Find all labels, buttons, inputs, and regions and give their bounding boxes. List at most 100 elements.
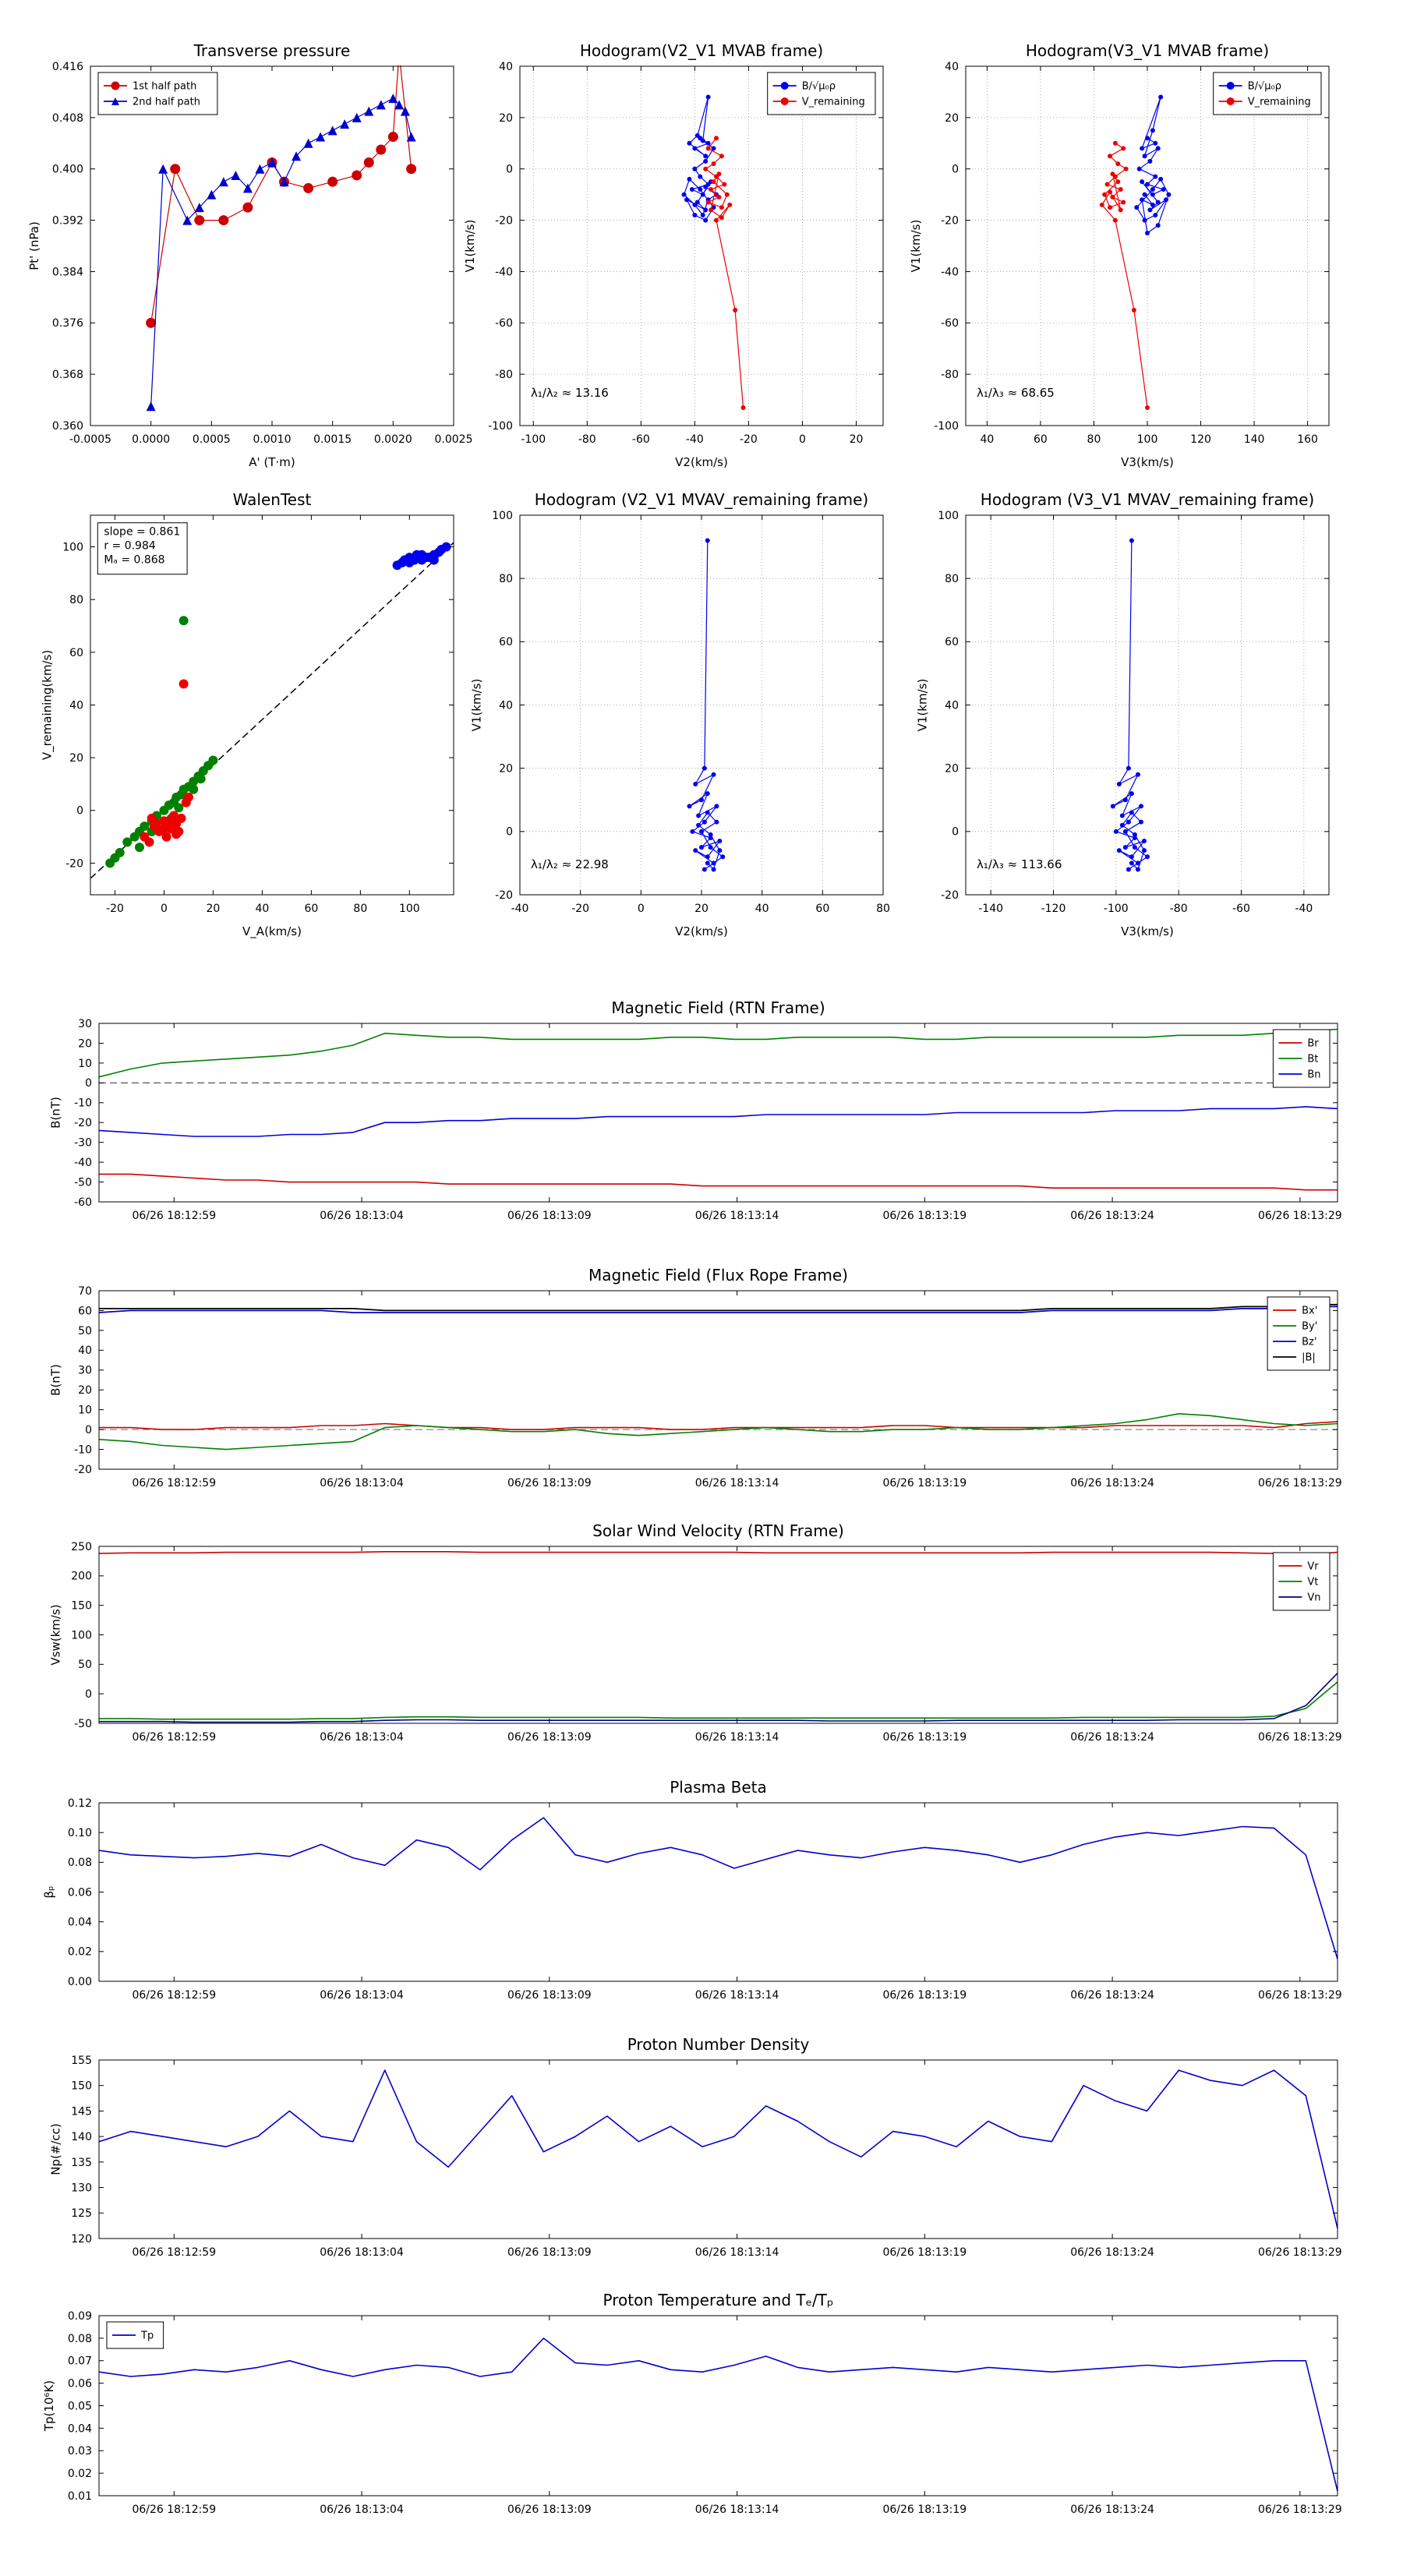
y-tick-label: 0.400	[52, 164, 83, 176]
series-B-sqrt-mu0rho	[1136, 96, 1169, 234]
x-tick-label: 0	[799, 433, 806, 446]
x-tick-label: 06/26 18:13:14	[695, 1989, 779, 2002]
legend: Bx' By' Bz' |B|	[1267, 1296, 1331, 1371]
x-axis-label: V3(km/s)	[1121, 924, 1174, 938]
hodogram-v3v1-mvab: 40 60 80 100 120 140 160 -100 -80 -60 -40 -20 0 20 40 H…	[909, 41, 1330, 469]
y-tick-label: -20	[495, 889, 513, 902]
x-tick-label: -100	[521, 433, 546, 446]
stats-box	[97, 522, 188, 575]
y-tick-label: 0	[85, 1688, 92, 1701]
series-B-path	[688, 540, 723, 871]
y-tick-label: 0.00	[68, 1976, 92, 1988]
x-tick-label: 06/26 18:13:14	[695, 1210, 779, 1222]
x-tick-label: 0.0010	[253, 433, 292, 446]
x-tick-label: 06/26 18:13:29	[1258, 2504, 1342, 2516]
legend: B/√μ₀ρ V_remaining	[1213, 72, 1322, 115]
y-tick-label: 60	[945, 636, 959, 648]
x-axis-label: A' (T·m)	[249, 455, 295, 469]
x-tick-label: 06/26 18:13:24	[1070, 1477, 1154, 1489]
markers-B-path	[1110, 538, 1150, 872]
chart-title: Solar Wind Velocity (RTN Frame)	[592, 1521, 844, 1540]
x-tick-label: 06/26 18:13:19	[882, 2504, 967, 2516]
annotation: λ₁/λ₂ ≈ 22.98	[531, 857, 609, 871]
series-Tp	[98, 2337, 1338, 2492]
x-tick-label: 06/26 18:12:59	[132, 1989, 216, 2002]
markers-B-path	[687, 538, 726, 872]
x-tick-label: 140	[1244, 433, 1265, 446]
y-tick-label: 145	[71, 2105, 92, 2118]
stats-line: Mₐ = 0.868	[104, 554, 164, 567]
x-tick-label: 06/26 18:13:04	[320, 1210, 404, 1222]
markers-red-points	[140, 679, 193, 847]
y-axis-label: V1(km/s)	[915, 679, 929, 732]
x-tick-label: 06/26 18:12:59	[132, 1477, 216, 1489]
x-tick-label: 06/26 18:13:29	[1258, 1989, 1342, 2002]
y-tick-label: 40	[499, 699, 513, 712]
x-tick-label: -80	[578, 433, 596, 446]
chart-title: Hodogram(V2_V1 MVAB frame)	[580, 41, 823, 60]
series-Bx'	[99, 1421, 1338, 1430]
y-tick-label: 0.12	[68, 1797, 92, 1810]
y-axis-label: V1(km/s)	[463, 220, 477, 273]
x-tick-label: 06/26 18:13:19	[882, 1989, 967, 2002]
chart-title: Magnetic Field (RTN Frame)	[611, 998, 825, 1017]
proton-number-density: 06/26 18:12:59 06/26 18:13:04 06/26 18:13:…	[48, 2035, 1341, 2259]
series-Vt	[99, 1681, 1338, 1720]
y-tick-label: 0	[76, 805, 83, 818]
y-tick-label: 125	[71, 2207, 92, 2220]
x-tick-label: 06/26 18:13:09	[507, 1477, 592, 1489]
y-tick-label: -40	[941, 266, 959, 278]
x-tick-label: 0	[638, 903, 645, 915]
y-tick-label: 0.07	[68, 2355, 92, 2368]
legend-label: |B|	[1302, 1352, 1316, 1364]
y-tick-label: 0.06	[68, 2378, 92, 2390]
x-tick-label: 40	[755, 903, 769, 915]
y-tick-label: -20	[74, 1117, 92, 1129]
chart-title: Proton Number Density	[627, 2035, 810, 2054]
y-tick-label: 0.06	[68, 1886, 92, 1899]
y-tick-label: 100	[71, 1629, 92, 1641]
axes-box	[519, 65, 884, 426]
x-tick-label: 06/26 18:13:29	[1258, 1210, 1342, 1222]
x-tick-label: -60	[1232, 903, 1250, 915]
y-tick-label: 20	[78, 1037, 92, 1050]
x-tick-label: -0.0005	[69, 433, 111, 446]
x-tick-label: -140	[978, 903, 1003, 915]
x-tick-label: 06/26 18:13:19	[882, 1210, 967, 1222]
x-tick-label: 06/26 18:13:04	[320, 2246, 404, 2259]
y-tick-label: -80	[941, 369, 959, 381]
y-axis-label: V1(km/s)	[469, 679, 483, 732]
y-tick-label: 20	[945, 112, 959, 125]
y-tick-label: 0	[85, 1424, 92, 1436]
y-tick-label: 0	[506, 826, 513, 839]
x-tick-label: 06/26 18:13:04	[320, 1731, 404, 1744]
legend-label: Bz'	[1302, 1337, 1316, 1348]
y-tick-label: 40	[945, 699, 959, 712]
series-Np	[98, 2069, 1338, 2229]
markers-B-sqrt-mu0rho	[1134, 94, 1172, 236]
y-tick-label: 0	[952, 826, 959, 839]
y-axis-label: βₚ	[42, 1886, 56, 1899]
walen-test: -20 0 20 40 60 80 100 -20 0 20 40 60 80 100 WalenTest V…	[40, 490, 454, 939]
legend: Br Bt Bn	[1272, 1029, 1331, 1088]
series-Bt	[98, 1028, 1338, 1078]
x-tick-label: 06/26 18:13:14	[695, 2504, 779, 2516]
y-tick-label: 0.01	[68, 2490, 92, 2503]
annotation: λ₁/λ₂ ≈ 13.16	[531, 386, 609, 400]
y-tick-label: -60	[941, 317, 959, 330]
annotation: λ₁/λ₃ ≈ 68.65	[977, 386, 1055, 400]
x-tick-label: 06/26 18:13:04	[320, 1989, 404, 2002]
y-tick-label: 150	[71, 1600, 92, 1613]
series-By'	[98, 1413, 1338, 1451]
x-tick-label: 100	[399, 903, 420, 915]
y-tick-label: 200	[71, 1571, 92, 1583]
y-tick-label: 20	[945, 763, 959, 776]
x-tick-label: 0.0005	[193, 433, 231, 446]
chart-title: Magnetic Field (Flux Rope Frame)	[588, 1266, 848, 1284]
solar-wind-velocity: 06/26 18:12:59 06/26 18:13:04 06/26 18:13:…	[48, 1521, 1341, 1744]
y-tick-label: -20	[74, 1464, 92, 1476]
y-tick-label: 20	[499, 763, 513, 776]
axes-box	[98, 1290, 1338, 1470]
legend-label: Br	[1307, 1038, 1319, 1050]
x-tick-label: 06/26 18:13:24	[1070, 1989, 1154, 2002]
